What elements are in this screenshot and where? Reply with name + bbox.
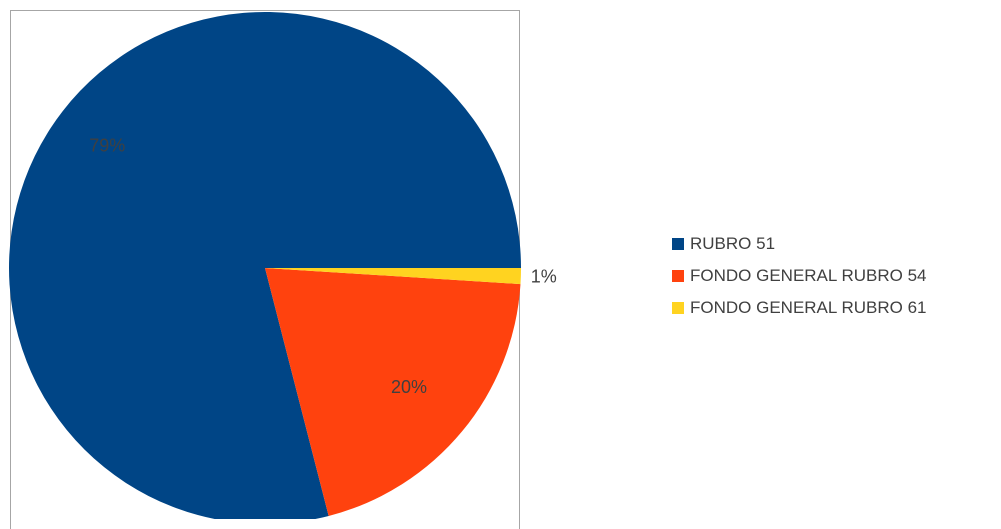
legend: RUBRO 51 FONDO GENERAL RUBRO 54 FONDO GE…	[672, 228, 926, 324]
data-label-fondo-general-rubro-61: 1%	[531, 267, 557, 287]
legend-swatch-fondo-general-rubro-54	[672, 270, 684, 282]
legend-swatch-rubro-51	[672, 238, 684, 250]
pie-slice-rubro-51	[9, 12, 521, 519]
legend-item-rubro-51: RUBRO 51	[672, 228, 926, 260]
legend-swatch-fondo-general-rubro-61	[672, 302, 684, 314]
pie-slices	[9, 12, 521, 519]
legend-item-fondo-general-rubro-61: FONDO GENERAL RUBRO 61	[672, 292, 926, 324]
legend-label-fondo-general-rubro-61: FONDO GENERAL RUBRO 61	[690, 298, 927, 317]
pie-slice-fondo-general-rubro-54	[265, 268, 521, 516]
pie-slice-fondo-general-rubro-61	[265, 268, 521, 285]
legend-label-rubro-51: RUBRO 51	[690, 234, 776, 253]
data-label-rubro-51: 79%	[89, 136, 125, 156]
legend-item-fondo-general-rubro-54: FONDO GENERAL RUBRO 54	[672, 260, 926, 292]
pie-data-labels: 79% 20% 1%	[89, 136, 557, 398]
data-label-fondo-general-rubro-54: 20%	[391, 377, 427, 397]
legend-label-fondo-general-rubro-54: FONDO GENERAL RUBRO 54	[690, 266, 927, 285]
